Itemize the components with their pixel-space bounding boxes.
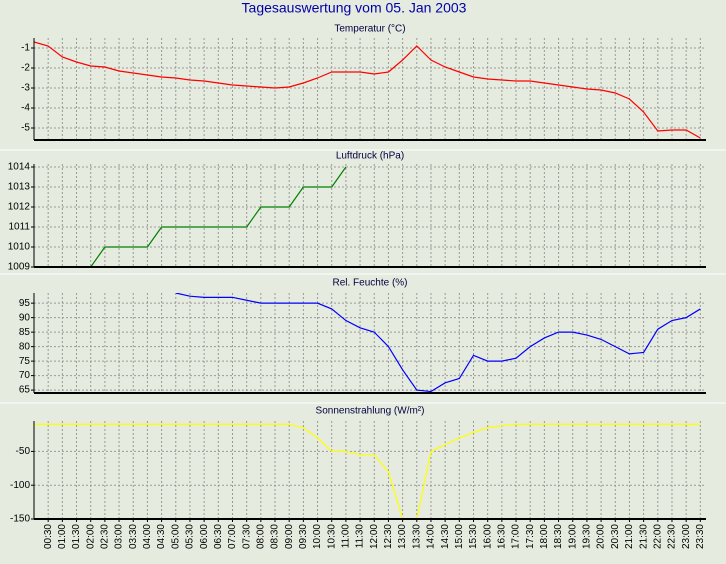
x-tick-label: 01:30: [71, 524, 82, 549]
x-tick-label: 15:00: [454, 524, 465, 549]
x-tick-label: 15:30: [468, 524, 479, 549]
panel-title: Sonnenstrahlung (W/m²): [316, 406, 425, 417]
x-tick-label: 21:00: [624, 524, 635, 549]
x-tick-label: 06:00: [199, 524, 210, 549]
data-line: [175, 293, 701, 393]
x-tick-label: 13:00: [397, 524, 408, 549]
y-tick-label: 75: [19, 356, 31, 367]
x-tick-label: 18:00: [539, 524, 550, 549]
x-tick-label: 17:00: [511, 524, 522, 549]
x-tick-label: 21:30: [638, 524, 649, 549]
panel-title: Rel. Feuchte (%): [332, 278, 407, 289]
y-tick-label: -2: [21, 63, 30, 74]
x-tick-label: 04:00: [142, 524, 153, 549]
x-tick-label: 16:30: [496, 524, 507, 549]
y-tick-label: 70: [19, 370, 31, 381]
x-tick-label: 17:30: [525, 524, 536, 549]
y-tick-label: -3: [21, 83, 30, 94]
y-tick-label: 1012: [8, 202, 31, 213]
x-tick-label: 08:00: [255, 524, 266, 549]
y-tick-label: 1014: [8, 162, 31, 173]
data-line: [34, 41, 701, 139]
x-tick-label: 09:30: [298, 524, 309, 549]
x-tick-label: 20:00: [596, 524, 607, 549]
data-line: [34, 423, 701, 519]
y-tick-label: -5: [21, 123, 30, 134]
x-tick-label: 23:00: [681, 524, 692, 549]
panel-title: Luftdruck (hPa): [336, 151, 404, 162]
x-tick-label: 16:00: [482, 524, 493, 549]
y-tick-label: 80: [19, 341, 31, 352]
panel-title: Temperatur (°C): [334, 24, 405, 35]
x-tick-label: 03:30: [128, 524, 139, 549]
x-tick-label: 23:30: [695, 524, 706, 549]
x-tick-label: 09:00: [284, 524, 295, 549]
y-tick-label: 1013: [8, 182, 31, 193]
x-tick-label: 05:00: [170, 524, 181, 549]
x-tick-label: 22:30: [667, 524, 678, 549]
x-tick-label: 01:00: [57, 524, 68, 549]
x-tick-label: 03:00: [114, 524, 125, 549]
y-tick-label: 90: [19, 312, 31, 323]
x-tick-label: 08:30: [270, 524, 281, 549]
x-tick-label: 19:00: [567, 524, 578, 549]
data-line: [90, 166, 347, 267]
x-tick-label: 10:30: [326, 524, 337, 549]
x-tick-label: 12:30: [383, 524, 394, 549]
x-tick-label: 02:00: [85, 524, 96, 549]
x-tick-label: 22:00: [652, 524, 663, 549]
x-tick-label: 14:30: [440, 524, 451, 549]
y-tick-label: -100: [10, 480, 30, 491]
x-tick-label: 07:00: [227, 524, 238, 549]
y-tick-label: 95: [19, 298, 31, 309]
x-tick-label: 02:30: [100, 524, 111, 549]
x-tick-label: 05:30: [185, 524, 196, 549]
x-tick-label: 11:00: [341, 524, 352, 549]
page-title: Tagesauswertung vom 05. Jan 2003: [242, 0, 467, 16]
x-tick-label: 07:30: [241, 524, 252, 549]
x-tick-label: 13:30: [411, 524, 422, 549]
x-tick-label: 20:30: [610, 524, 621, 549]
x-tick-label: 12:00: [369, 524, 380, 549]
x-tick-label: 00:30: [43, 524, 54, 549]
x-tick-label: 06:30: [213, 524, 224, 549]
y-tick-label: -50: [16, 446, 31, 457]
y-tick-label: -4: [21, 103, 30, 114]
x-tick-label: 14:00: [426, 524, 437, 549]
y-tick-label: 1009: [8, 262, 31, 273]
y-tick-label: -1: [21, 43, 30, 54]
y-tick-label: 85: [19, 327, 31, 338]
y-tick-label: 1011: [8, 222, 30, 233]
x-tick-label: 19:30: [582, 524, 593, 549]
y-tick-label: 1010: [8, 242, 31, 253]
x-tick-label: 11:30: [355, 524, 366, 549]
y-tick-label: -150: [10, 514, 30, 525]
x-tick-label: 04:30: [156, 524, 167, 549]
x-tick-label: 10:00: [312, 524, 323, 549]
y-tick-label: 65: [19, 385, 31, 396]
x-tick-label: 18:30: [553, 524, 564, 549]
